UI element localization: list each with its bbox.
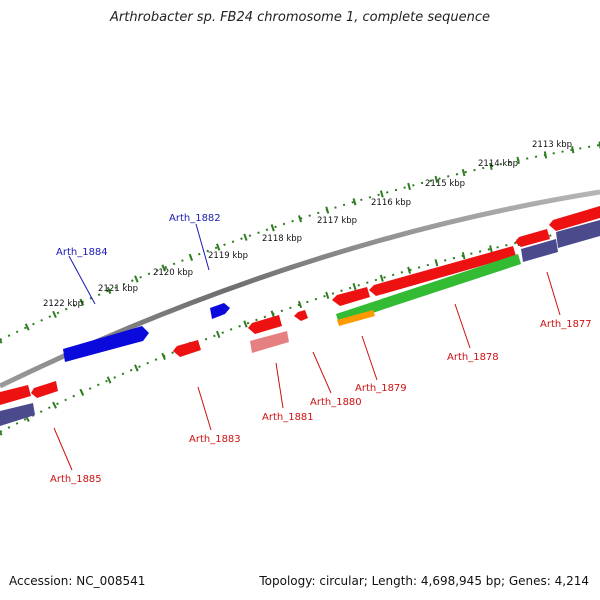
outer-ruler-tick	[106, 286, 112, 295]
outer-ruler-tick	[0, 337, 3, 344]
gene-next-red[interactable]	[549, 206, 600, 231]
inner-ruler-tick	[52, 401, 57, 409]
leader-arth-1880	[312, 351, 332, 394]
inner-ruler-tick	[489, 245, 493, 253]
outer-ruler-tick	[188, 253, 194, 261]
label-arth-1882[interactable]: Arth_1882	[169, 213, 221, 224]
outer-ruler-tick	[461, 168, 466, 177]
inner-ruler-tick	[407, 266, 412, 274]
inner-ruler-tick	[0, 429, 3, 436]
leader-arth-1885	[53, 427, 73, 471]
gene-arth-1884[interactable]	[63, 326, 149, 362]
leader-arth-1879	[361, 335, 378, 381]
outer-ruler-tick	[325, 206, 330, 214]
outer-ruler-tick	[297, 215, 303, 223]
ruler-label-2115: 2115 kbp	[425, 179, 465, 189]
inner-ruler-tick	[297, 300, 303, 309]
outer-ruler-tick	[407, 182, 411, 191]
label-arth-1884[interactable]: Arth_1884	[56, 247, 108, 258]
outer-ruler-tick	[243, 233, 248, 241]
label-arth-1885[interactable]: Arth_1885	[50, 474, 102, 485]
genome-summary-text: Topology: circular; Length: 4,698,945 bp…	[259, 574, 589, 588]
label-arth-1878[interactable]: Arth_1878	[447, 352, 499, 363]
leader-arth-1881	[275, 362, 284, 409]
ruler-label-2114: 2114 kbp	[478, 159, 518, 169]
label-arth-1877[interactable]: Arth_1877	[540, 319, 592, 330]
gene-arth-1882[interactable]	[210, 303, 230, 319]
ruler-label-2120: 2120 kbp	[153, 268, 193, 278]
ruler-label-2118: 2118 kbp	[262, 234, 302, 244]
feature-orange-arth-1879[interactable]	[337, 310, 375, 326]
outer-ruler-tick	[270, 224, 275, 232]
feature-green-arth-1878[interactable]	[336, 254, 521, 324]
outer-ruler-tick	[52, 310, 57, 319]
inner-ruler-track	[0, 225, 600, 433]
label-arth-1881[interactable]: Arth_1881	[262, 412, 314, 423]
ruler-label-2122: 2122 kbp	[43, 299, 83, 309]
inner-ruler-tick	[161, 352, 166, 360]
ruler-label-2113: 2113 kbp	[532, 140, 572, 150]
inner-ruler-tick	[215, 330, 221, 339]
gene-arth-1883[interactable]	[173, 340, 201, 357]
label-arth-1883[interactable]: Arth_1883	[189, 434, 241, 445]
outer-ruler-major-ticks	[0, 141, 600, 344]
gene-arth-1877-red[interactable]	[515, 229, 550, 247]
outer-ruler-tick	[161, 264, 166, 272]
leader-arth-1877	[546, 271, 561, 316]
feature-navy-next[interactable]	[556, 220, 600, 248]
gene-arth-1885-b[interactable]	[31, 381, 58, 398]
inner-ruler-tick	[79, 388, 85, 396]
gene-arth-1880[interactable]	[294, 310, 308, 321]
inner-ruler-tick	[243, 320, 248, 328]
outer-ruler-tick	[543, 151, 548, 159]
ruler-label-2121: 2121 kbp	[98, 284, 138, 294]
outer-ruler-tick	[79, 298, 85, 306]
inner-ruler-tick	[325, 291, 330, 299]
inner-ruler-tick	[270, 310, 275, 318]
outer-ruler-tick	[134, 275, 139, 283]
ruler-label-2119: 2119 kbp	[208, 251, 248, 261]
outer-ruler-tick	[352, 198, 357, 206]
accession-text: Accession: NC_008541	[9, 574, 146, 588]
leader-arth-1884	[68, 255, 96, 305]
inner-ruler-tick	[106, 376, 112, 384]
inner-ruler-tick	[461, 251, 466, 260]
inner-ruler-tick	[379, 274, 384, 282]
map-title: Arthrobacter sp. FB24 chromosome 1, comp…	[109, 10, 491, 25]
outer-ruler-tick	[516, 156, 520, 165]
leader-arth-1883	[197, 386, 212, 431]
leader-lines	[53, 223, 561, 471]
leader-arth-1882	[195, 223, 210, 271]
leader-arth-1878	[454, 303, 471, 349]
gene-arth-1878-red[interactable]	[369, 246, 516, 296]
inner-ruler-tick	[352, 282, 357, 291]
gene-arth-1879-red[interactable]	[332, 287, 370, 306]
gene-arth-1881-a[interactable]	[248, 315, 282, 334]
outer-ruler-tick	[434, 175, 439, 183]
ruler-label-2116: 2116 kbp	[371, 198, 411, 208]
outer-ruler-tick	[216, 243, 221, 251]
feature-navy-arth-1885[interactable]	[0, 403, 35, 426]
gene-arth-1881-product[interactable]	[250, 331, 289, 353]
ruler-label-2117: 2117 kbp	[317, 216, 357, 226]
outer-ruler-tick	[24, 323, 30, 331]
feature-navy-arth-1877[interactable]	[521, 239, 558, 262]
inner-ruler-tick	[434, 259, 439, 267]
outer-ruler-tick	[379, 190, 384, 198]
gene-arth-1885-pre[interactable]	[0, 385, 31, 405]
outer-ruler-tick	[571, 146, 575, 154]
outer-ruler-tick	[489, 162, 493, 170]
inner-ruler-tick	[134, 364, 139, 372]
label-arth-1879[interactable]: Arth_1879	[355, 383, 407, 394]
label-arth-1880[interactable]: Arth_1880	[310, 397, 362, 408]
